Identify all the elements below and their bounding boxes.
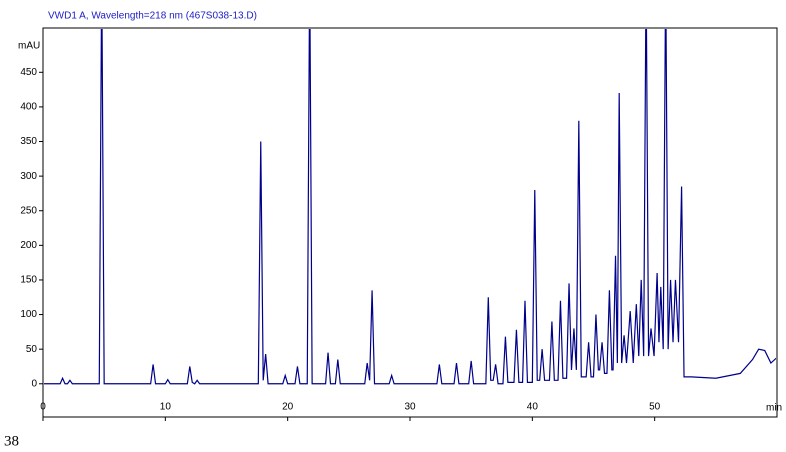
- y-tick-label: 0: [31, 378, 37, 389]
- x-tick-label: 20: [282, 402, 294, 413]
- y-tick-label: 150: [20, 275, 37, 286]
- y-axis-label: mAU: [18, 41, 40, 52]
- y-tick-label: 200: [20, 240, 37, 251]
- y-tick-label: 450: [20, 67, 37, 78]
- y-tick-label: 350: [20, 136, 37, 147]
- x-tick-label: 10: [160, 402, 172, 413]
- x-tick-label: 40: [527, 402, 539, 413]
- x-tick-label: 0: [40, 402, 46, 413]
- y-tick-label: 250: [20, 205, 37, 216]
- chromatogram-line: [44, 29, 776, 385]
- x-tick-label: 30: [404, 402, 416, 413]
- x-axis-label: min: [766, 403, 782, 414]
- y-tick-label: 400: [20, 102, 37, 113]
- chart-title: VWD1 A, Wavelength=218 nm (467S038-13.D): [48, 11, 257, 22]
- y-tick-label: 50: [26, 344, 38, 355]
- y-tick-label: 300: [20, 171, 37, 182]
- caption: 38: [4, 433, 19, 449]
- x-tick-label: 50: [649, 402, 661, 413]
- y-tick-label: 100: [20, 309, 37, 320]
- plot-area: [44, 29, 776, 385]
